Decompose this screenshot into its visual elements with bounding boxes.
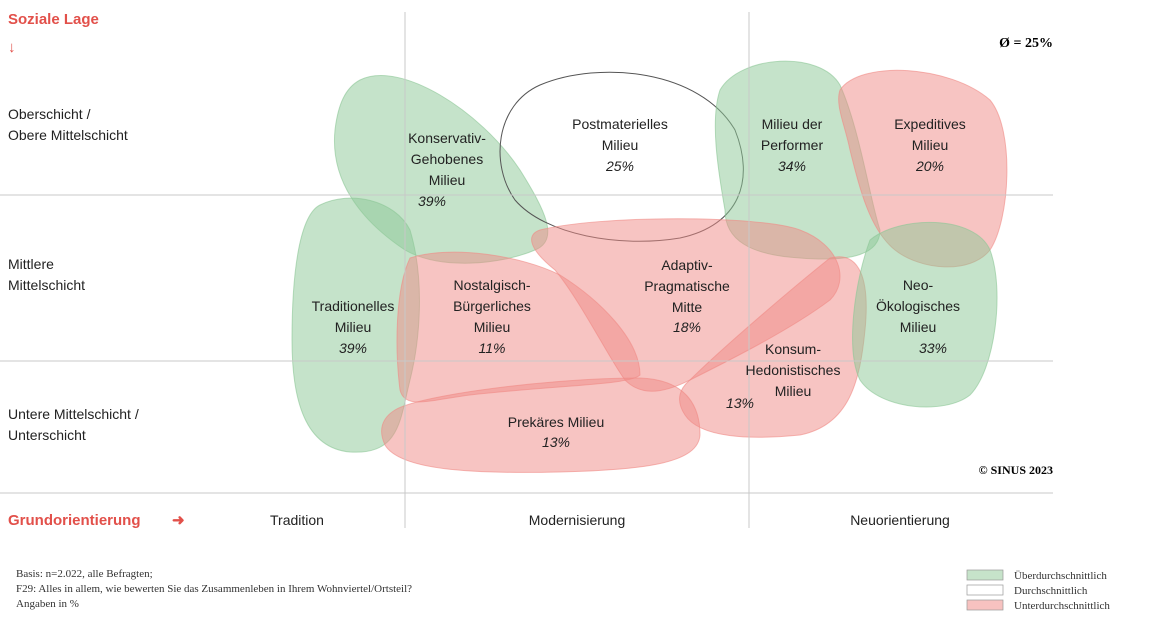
milieu-label: Milieu: [775, 383, 812, 399]
legend-swatch: [966, 569, 1004, 581]
milieu-value: 33%: [919, 340, 947, 356]
milieu-label: Performer: [761, 137, 824, 153]
labels: Konservativ- Gehobenes Milieu 39% Postmateri…: [8, 106, 1110, 612]
row-label: Mittlere: [8, 256, 54, 272]
note: Basis: n=2.022, alle Befragten;: [16, 568, 153, 580]
milieu-label: Milieu: [429, 172, 466, 188]
milieu-label: Mitte: [672, 299, 703, 315]
column-label: Neuorientierung: [850, 512, 950, 528]
milieu-shape: [852, 221, 998, 408]
milieu-value: 34%: [778, 158, 806, 174]
y-axis-title: Soziale Lage: [8, 11, 99, 28]
note: Angaben in %: [16, 598, 79, 610]
row-label: Unterschicht: [8, 427, 86, 443]
copyright: © SINUS 2023: [979, 463, 1053, 477]
milieu-value: 20%: [915, 158, 944, 174]
milieu-label: Milieu: [900, 319, 937, 335]
milieu-label: Milieu: [474, 319, 511, 335]
legend-label: Durchschnittlich: [1014, 585, 1088, 597]
y-axis-arrow: ↓: [8, 39, 16, 56]
milieu-value: 25%: [605, 158, 634, 174]
milieu-shape: [381, 377, 701, 473]
milieu-label: Hedonistisches: [746, 362, 841, 378]
milieu-label: Konsum-: [765, 341, 821, 357]
milieu-label: Neo-: [903, 277, 934, 293]
legend-label: Überdurchschnittlich: [1014, 570, 1107, 582]
legend-swatch: [966, 584, 1004, 596]
note: F29: Alles in allem, wie bewerten Sie da…: [16, 583, 412, 595]
milieu-label: Bürgerliches: [453, 298, 531, 314]
milieu-label: Milieu der: [762, 116, 823, 132]
row-label: Untere Mittelschicht /: [8, 406, 139, 422]
x-axis-title: Grundorientierung: [8, 512, 141, 529]
legend-swatch: [966, 599, 1004, 611]
milieu-label: Traditionelles: [312, 298, 395, 314]
milieu-label: Nostalgisch-: [453, 277, 530, 293]
milieu-value: 13%: [542, 434, 570, 450]
column-label: Tradition: [270, 512, 324, 528]
milieu-shapes: [291, 60, 1008, 473]
row-label: Obere Mittelschicht: [8, 127, 128, 143]
milieu-value: 39%: [339, 340, 367, 356]
milieu-label: Prekäres Milieu: [508, 414, 604, 430]
milieu-value: 39%: [418, 193, 446, 209]
row-label: Oberschicht /: [8, 106, 91, 122]
milieu-label: Postmaterielles: [572, 116, 668, 132]
milieu-label: Adaptiv-: [661, 257, 713, 273]
milieu-value: 11%: [479, 340, 506, 356]
milieu-value: 13%: [726, 395, 754, 411]
milieu-value: 18%: [673, 319, 701, 335]
x-axis-arrow: ➜: [172, 512, 185, 529]
milieu-label: Ökologisches: [876, 297, 960, 314]
milieu-label: Pragmatische: [644, 278, 730, 294]
milieu-label: Konservativ-: [408, 130, 486, 146]
milieu-label: Gehobenes: [411, 151, 483, 167]
average: Ø = 25%: [999, 36, 1053, 51]
column-label: Modernisierung: [529, 512, 626, 528]
row-label: Mittelschicht: [8, 277, 85, 293]
milieu-label: Milieu: [335, 319, 372, 335]
milieu-label: Milieu: [912, 137, 949, 153]
milieu-label: Milieu: [602, 137, 639, 153]
milieu-label: Expeditives: [894, 116, 966, 132]
legend-label: Unterdurchschnittlich: [1014, 600, 1110, 612]
milieu-shape: [499, 71, 744, 242]
